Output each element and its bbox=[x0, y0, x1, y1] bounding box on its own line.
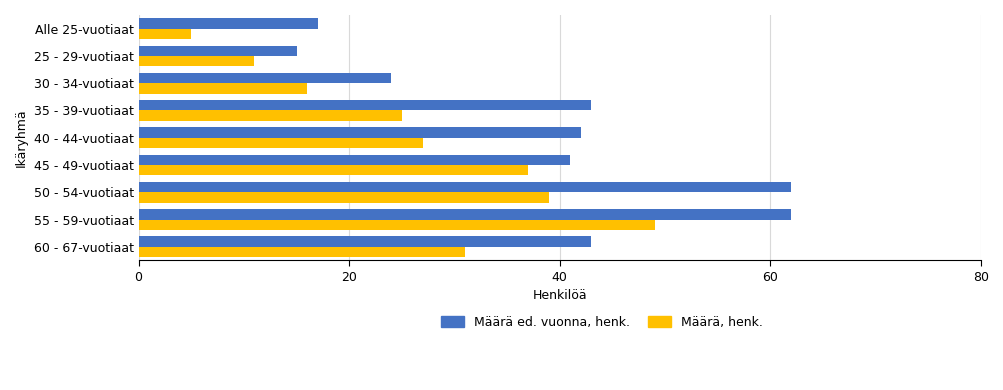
Bar bbox=[138, 182, 790, 192]
Bar bbox=[138, 46, 296, 56]
Bar bbox=[138, 73, 391, 83]
Bar bbox=[138, 128, 581, 138]
Bar bbox=[138, 192, 549, 203]
Bar bbox=[138, 28, 191, 39]
Bar bbox=[138, 18, 317, 28]
Y-axis label: Ikäryhmä: Ikäryhmä bbox=[15, 108, 28, 167]
X-axis label: Henkilöä: Henkilöä bbox=[532, 289, 587, 303]
Bar bbox=[138, 138, 422, 148]
Bar bbox=[138, 110, 401, 121]
Bar bbox=[138, 220, 654, 230]
Bar bbox=[138, 247, 464, 257]
Bar bbox=[138, 83, 307, 94]
Bar bbox=[138, 165, 528, 176]
Bar bbox=[138, 155, 570, 165]
Bar bbox=[138, 209, 790, 220]
Bar bbox=[138, 56, 254, 66]
Bar bbox=[138, 236, 591, 247]
Legend: Määrä ed. vuonna, henk., Määrä, henk.: Määrä ed. vuonna, henk., Määrä, henk. bbox=[435, 311, 767, 334]
Bar bbox=[138, 100, 591, 110]
